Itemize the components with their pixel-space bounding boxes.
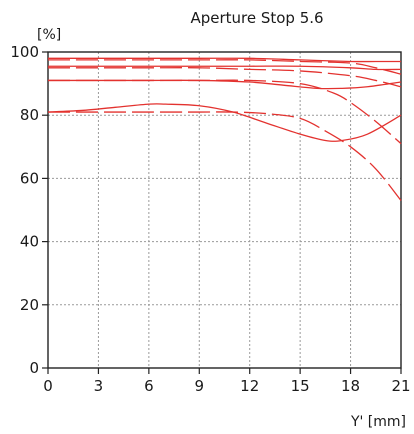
series-line-6-dashed [48,79,402,145]
series-line-3-solid [48,65,402,71]
y-tick-label: 80 [20,106,39,124]
series-group [47,57,402,201]
series-line-2-dashed [48,59,402,75]
series-line-7-solid [47,103,402,142]
y-tick-label: 20 [20,296,39,314]
chart-title: Aperture Stop 5.6 [190,9,323,27]
x-tick-label: 9 [195,377,205,395]
y-tick-label: 0 [29,359,39,377]
axis-ticks: 0 3 6 9 12 15 18 21 0 20 40 60 80 100 [10,43,410,395]
y-tick-label: 40 [20,233,39,251]
x-tick-label: 12 [240,377,259,395]
x-tick-label: 0 [43,377,53,395]
series-line-4-dashed [48,67,402,88]
series-line-1-solid [48,57,401,63]
grid [48,52,401,368]
x-tick-label: 21 [391,377,410,395]
x-tick-label: 6 [144,377,154,395]
series-line-8-dashed [48,111,402,201]
plot-frame [47,51,402,369]
y-axis-label: [%] [37,27,61,43]
x-axis-label: Y' [mm] [350,414,406,430]
x-tick-label: 15 [291,377,310,395]
y-tick-label: 100 [10,43,39,61]
x-tick-label: 18 [341,377,360,395]
series-line-5-solid [48,79,402,90]
x-tick-label: 3 [94,377,104,395]
y-tick-label: 60 [20,169,39,187]
